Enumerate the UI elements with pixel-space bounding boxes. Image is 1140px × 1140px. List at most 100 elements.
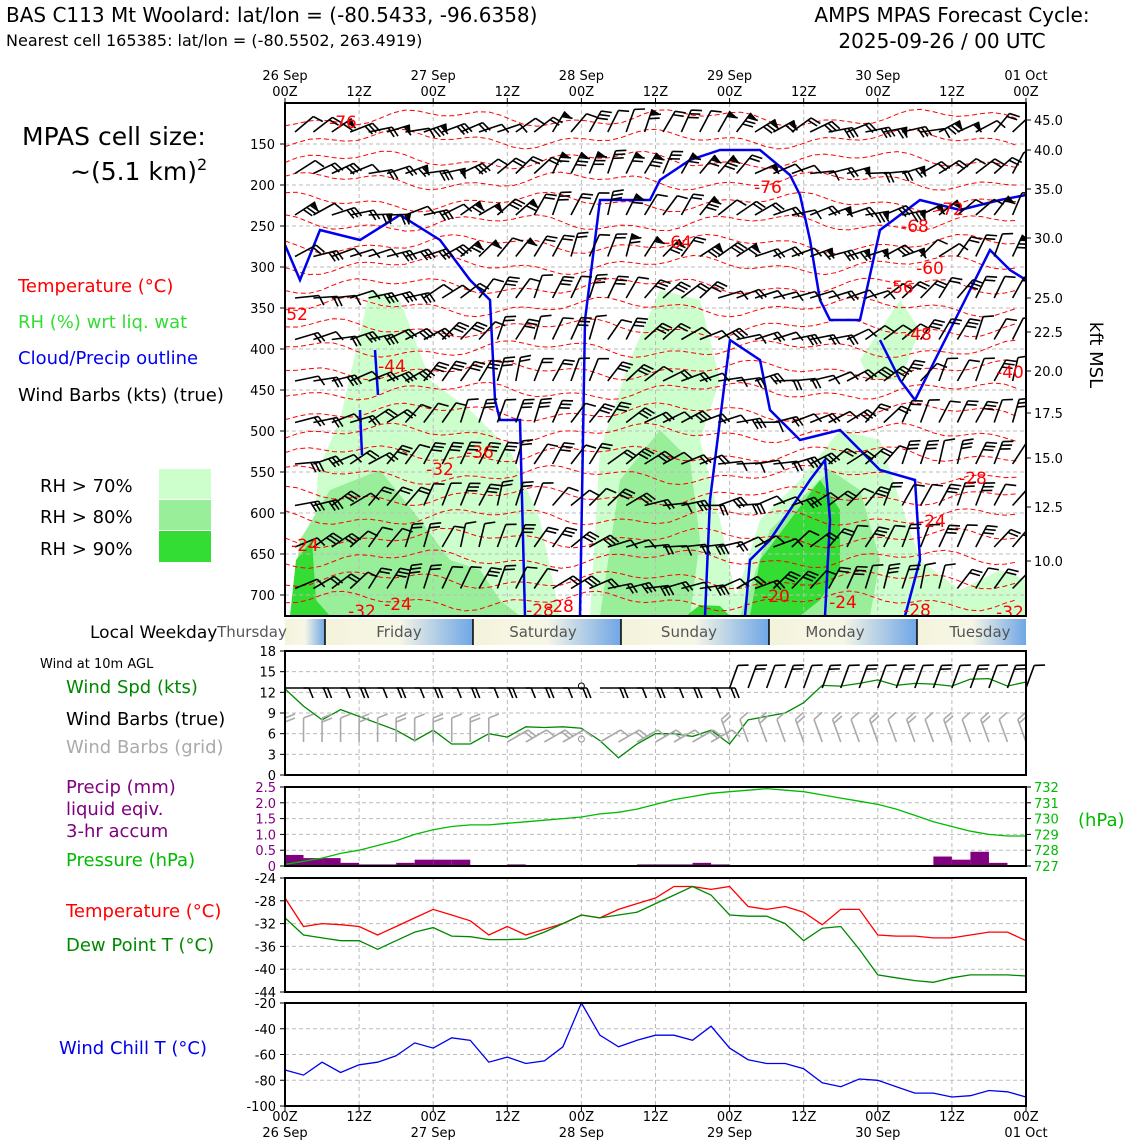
wind-barb	[773, 538, 804, 548]
temperature-contour-label: -28	[526, 601, 554, 621]
temperature-contour-label: -28	[546, 597, 574, 617]
wind-barb	[993, 275, 1016, 299]
weekday-cell	[473, 619, 621, 645]
wind-barb-true	[1025, 664, 1045, 689]
bottom-day-label: 28 Sep	[559, 1126, 604, 1140]
wind-barb	[459, 360, 486, 382]
wind-barb	[625, 317, 648, 340]
weekday-cell	[917, 619, 1026, 645]
wind-barb	[956, 438, 974, 465]
temperature-contour-label: -28	[959, 469, 987, 489]
temperature-contour	[285, 570, 1018, 590]
wind-barb	[736, 536, 767, 548]
wind-barb	[681, 454, 712, 465]
wind-barb	[699, 281, 728, 299]
temperature-contour	[285, 445, 1018, 463]
pressure-tick-label: 732	[1034, 781, 1059, 796]
wind-barb	[588, 357, 610, 382]
wind-barb-grid	[339, 713, 351, 742]
wind-barb	[938, 400, 961, 423]
wind-barb	[570, 275, 593, 299]
y-tick-label: 12	[259, 686, 276, 701]
wind-barb	[901, 483, 925, 506]
top-tick-label: 12Z	[791, 85, 817, 100]
temperature-panel: -44 -40 -36 -32 -28 -24	[255, 872, 1027, 1001]
top-day-label: 28 Sep	[559, 69, 604, 84]
wind-barb-grid	[432, 713, 444, 742]
wind-barb	[754, 535, 785, 548]
wind-barb	[423, 361, 450, 382]
weekday-cell	[285, 619, 325, 645]
wind-barb	[938, 483, 962, 506]
wind-barb	[570, 575, 601, 590]
wind-barb	[717, 241, 748, 258]
wind-barb	[662, 544, 693, 556]
legend-entry: Temperature (°C)	[17, 276, 173, 297]
wind-barb	[975, 524, 998, 548]
weekday-label: Saturday	[509, 623, 577, 641]
wind-barb	[993, 112, 1020, 133]
wind-barb	[588, 150, 608, 174]
wind-barb	[993, 398, 1014, 423]
wind-barb	[368, 213, 393, 225]
wind-barb	[754, 118, 780, 134]
wind-barb	[533, 235, 558, 257]
wind-barb	[496, 198, 526, 216]
wind-barb	[754, 202, 785, 216]
wind-barb	[938, 563, 956, 589]
wind-barb-grid	[757, 711, 769, 743]
wind-barb-grid	[618, 729, 649, 743]
temperature-contour-label: -64	[664, 233, 692, 253]
wind-barb	[956, 400, 979, 423]
wind-barb	[993, 440, 1014, 465]
wind-barb	[515, 237, 538, 257]
rh70-swatch	[159, 469, 211, 499]
temperature-contour	[285, 150, 1018, 170]
y-tick-label: 15	[259, 666, 276, 681]
wind-barb-grid	[831, 711, 843, 743]
wind-barb	[386, 486, 413, 507]
top-day-label: 26 Sep	[262, 69, 307, 84]
temperature-contour-label: -52	[280, 305, 308, 325]
wind-barb	[496, 564, 517, 589]
wind-barb	[607, 401, 632, 423]
wind-barb-grid	[469, 713, 481, 742]
dewpoint-label: Dew Point T (°C)	[66, 935, 214, 956]
cloud-outline	[358, 409, 364, 456]
wind-barb	[588, 403, 616, 424]
wind-barbs-grid-label: Wind Barbs (grid)	[66, 737, 224, 758]
kft-axis-label: kft MSL	[1085, 322, 1106, 388]
wind-barb	[313, 416, 344, 428]
wind-barb	[459, 520, 477, 548]
temperature-contour-label: -56	[886, 278, 914, 298]
wind-barb	[754, 459, 785, 470]
temperature-contour-label: -24	[918, 512, 946, 532]
precip-bar	[396, 862, 415, 866]
wind-barb	[791, 530, 820, 548]
wind-barb	[717, 199, 747, 216]
wind-barb	[496, 276, 520, 299]
wind-barb	[551, 486, 579, 507]
wind-barb	[607, 488, 636, 507]
weekday-cell	[769, 619, 917, 645]
wind-barb	[810, 374, 841, 385]
precip-bar	[970, 851, 989, 866]
precip-bar	[303, 858, 323, 866]
top-tick-label: 00Z	[1013, 85, 1039, 100]
pressure-tick-label: 400	[250, 343, 275, 358]
kft-tick-label: 15.0	[1034, 452, 1063, 467]
wind-barb	[570, 193, 594, 216]
wind-barb	[883, 482, 904, 506]
wind-barb	[644, 450, 675, 465]
top-day-label: 30 Sep	[855, 69, 900, 84]
wind-barb	[956, 481, 977, 506]
y-tick-label: 0	[268, 860, 276, 875]
wind-barb	[662, 281, 691, 299]
wind-barb	[956, 278, 984, 299]
wind-barb	[644, 322, 673, 341]
wind-barb	[717, 154, 741, 175]
wind-barb	[570, 113, 598, 133]
wind-barb	[791, 209, 822, 220]
wind-barb	[460, 321, 488, 341]
